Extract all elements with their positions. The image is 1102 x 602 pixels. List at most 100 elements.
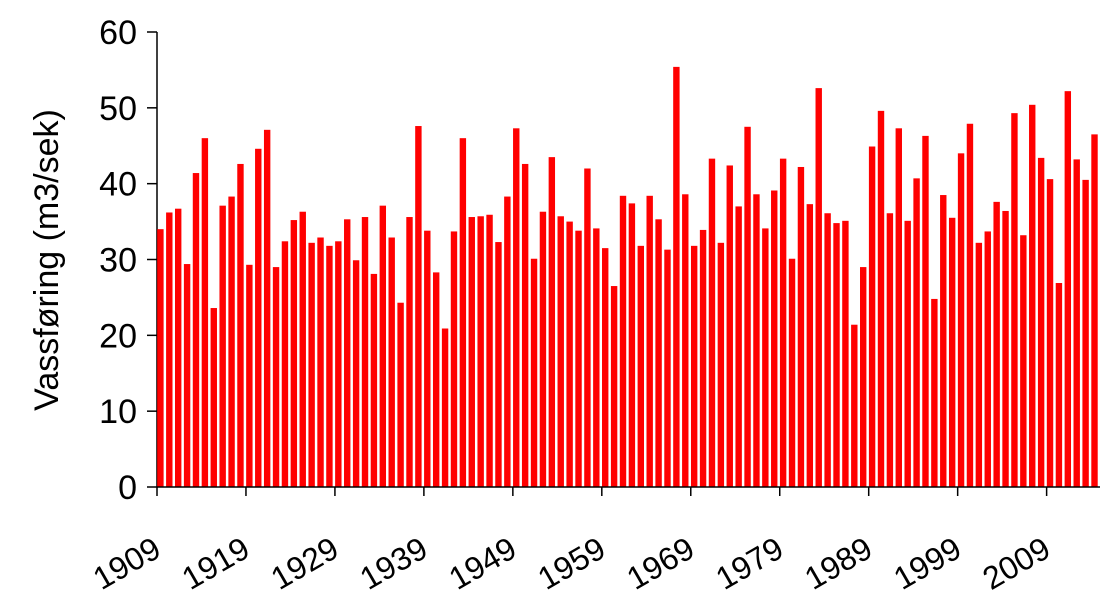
bar <box>192 173 200 488</box>
bar <box>735 206 742 487</box>
x-tick-label: 2009 <box>976 530 1056 597</box>
bar <box>272 267 280 487</box>
bar <box>1082 179 1089 487</box>
y-tick-label: 20 <box>99 317 137 355</box>
bar <box>593 228 600 488</box>
bar <box>904 220 911 487</box>
bar <box>1002 210 1009 487</box>
bar <box>753 194 760 488</box>
bar <box>263 129 271 487</box>
bar <box>717 242 725 487</box>
bar <box>406 217 413 488</box>
bar <box>806 204 814 487</box>
bar <box>619 195 627 488</box>
bar <box>860 267 867 487</box>
bar <box>495 242 502 487</box>
bar <box>379 205 387 488</box>
y-tick-label: 50 <box>99 90 137 128</box>
bar <box>886 213 894 487</box>
bar <box>530 258 538 487</box>
bar <box>788 258 796 487</box>
bar <box>1029 104 1036 488</box>
bar <box>317 237 324 487</box>
bar <box>477 216 484 487</box>
bar <box>931 298 938 487</box>
bar <box>566 221 573 488</box>
bar <box>1020 235 1027 487</box>
bar <box>673 66 680 487</box>
bar <box>699 229 707 488</box>
y-axis-title: Vassføring (m3/sek) <box>28 109 66 411</box>
bar <box>628 203 636 487</box>
y-tick-label: 60 <box>99 14 137 52</box>
bar <box>833 223 840 487</box>
bar <box>993 201 1000 487</box>
bar <box>913 178 920 487</box>
x-tick-label: 1999 <box>888 530 968 597</box>
bar <box>1091 134 1098 487</box>
bar <box>842 220 849 487</box>
bar <box>468 217 475 488</box>
bar <box>690 245 698 487</box>
bar <box>637 245 645 487</box>
x-tick-label: 1979 <box>710 530 790 597</box>
bar <box>548 157 556 487</box>
bar <box>557 216 564 487</box>
x-tick-label: 1959 <box>532 530 612 597</box>
bar <box>308 242 315 487</box>
bar <box>602 248 609 487</box>
bar <box>344 219 351 487</box>
bar <box>450 231 458 487</box>
bar <box>246 264 253 487</box>
bar <box>415 126 422 488</box>
bar <box>210 308 217 487</box>
bar <box>219 205 226 488</box>
bar <box>237 163 244 487</box>
x-tick-label: 1949 <box>443 530 523 597</box>
bar <box>539 211 547 487</box>
bar <box>486 214 493 487</box>
bar <box>174 208 182 488</box>
bar <box>815 88 822 487</box>
bar <box>797 166 805 487</box>
y-tick-label: 40 <box>99 166 137 204</box>
bar <box>299 211 306 487</box>
bar <box>824 213 831 487</box>
bar <box>1046 179 1054 487</box>
bar <box>441 328 449 487</box>
bar <box>1011 113 1018 488</box>
y-tick-label: 30 <box>99 242 137 280</box>
bar <box>940 195 947 487</box>
bar <box>975 242 983 487</box>
bar <box>771 190 778 487</box>
x-tick-label: 1989 <box>799 530 879 597</box>
bar <box>166 212 173 487</box>
bar <box>655 219 662 487</box>
bar <box>744 126 751 488</box>
bar <box>432 272 440 487</box>
bar <box>984 231 991 487</box>
bar <box>851 324 858 487</box>
bar <box>682 194 689 488</box>
bar <box>1073 159 1080 487</box>
bar <box>326 245 333 487</box>
y-tick-label: 10 <box>99 393 137 431</box>
bar <box>504 196 511 487</box>
bar <box>708 158 716 487</box>
bar <box>361 217 369 488</box>
x-tick-label: 1929 <box>265 530 345 597</box>
bar <box>370 273 378 487</box>
bar <box>157 229 164 487</box>
bar <box>1055 283 1063 487</box>
bar <box>922 135 929 487</box>
bar <box>868 146 876 487</box>
bar <box>1037 157 1045 487</box>
bar <box>646 195 653 488</box>
x-tick-label: 1919 <box>176 530 256 597</box>
bar <box>513 128 520 487</box>
bar <box>877 110 885 487</box>
x-tick-label: 1969 <box>621 530 701 597</box>
bar <box>335 241 342 487</box>
bar <box>459 138 467 487</box>
bar <box>575 230 582 487</box>
